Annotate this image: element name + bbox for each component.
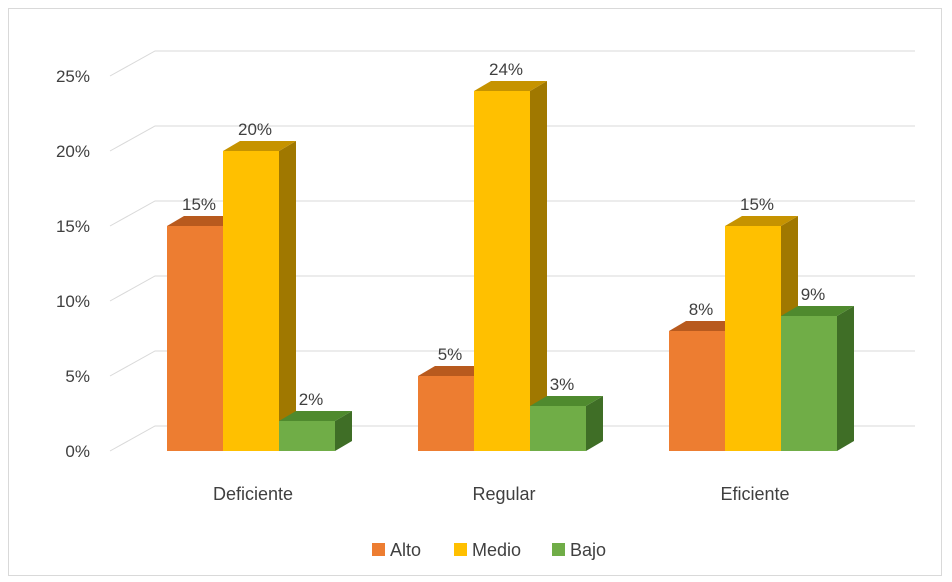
legend-item-bajo: Bajo (552, 540, 606, 560)
y-tick-label: 5% (65, 367, 90, 386)
y-tick-label: 15% (56, 217, 90, 236)
gridline (109, 425, 915, 452)
y-tick-label: 25% (56, 67, 90, 86)
y-axis-ticks: 0% 5% 10% 15% 20% 25% (56, 67, 90, 461)
data-label: 9% (801, 285, 826, 304)
legend-label: Bajo (570, 540, 606, 560)
data-label: 3% (550, 375, 575, 394)
x-category-label: Regular (472, 484, 535, 504)
legend-swatch (552, 543, 565, 556)
y-tick-label: 0% (65, 442, 90, 461)
data-label: 5% (438, 345, 463, 364)
x-category-label: Eficiente (720, 484, 789, 504)
legend-swatch (372, 543, 385, 556)
legend-item-alto: Alto (372, 540, 421, 560)
bar-bajo-deficiente (279, 411, 352, 451)
legend: Alto Medio Bajo (372, 540, 606, 560)
data-labels: 15% 20% 2% 5% 24% 3% 8% 15% 9% (182, 60, 825, 409)
bar-medio-deficiente (223, 141, 296, 451)
gridline (109, 350, 915, 377)
bar-bajo-regular (530, 396, 603, 451)
grid-lines (109, 50, 915, 452)
data-label: 20% (238, 120, 272, 139)
x-axis-categories: Deficiente Regular Eficiente (213, 484, 790, 504)
bar-bajo-eficiente (781, 306, 854, 451)
data-label: 15% (182, 195, 216, 214)
gridline (109, 125, 915, 152)
data-label: 8% (689, 300, 714, 319)
gridline (109, 275, 915, 302)
gridline (109, 50, 915, 77)
x-category-label: Deficiente (213, 484, 293, 504)
data-label: 15% (740, 195, 774, 214)
data-label: 2% (299, 390, 324, 409)
legend-swatch (454, 543, 467, 556)
legend-label: Medio (472, 540, 521, 560)
y-tick-label: 10% (56, 292, 90, 311)
bars (167, 81, 854, 451)
gridline (109, 200, 915, 227)
legend-item-medio: Medio (454, 540, 521, 560)
data-label: 24% (489, 60, 523, 79)
bar-medio-regular (474, 81, 547, 451)
legend-label: Alto (390, 540, 421, 560)
y-tick-label: 20% (56, 142, 90, 161)
